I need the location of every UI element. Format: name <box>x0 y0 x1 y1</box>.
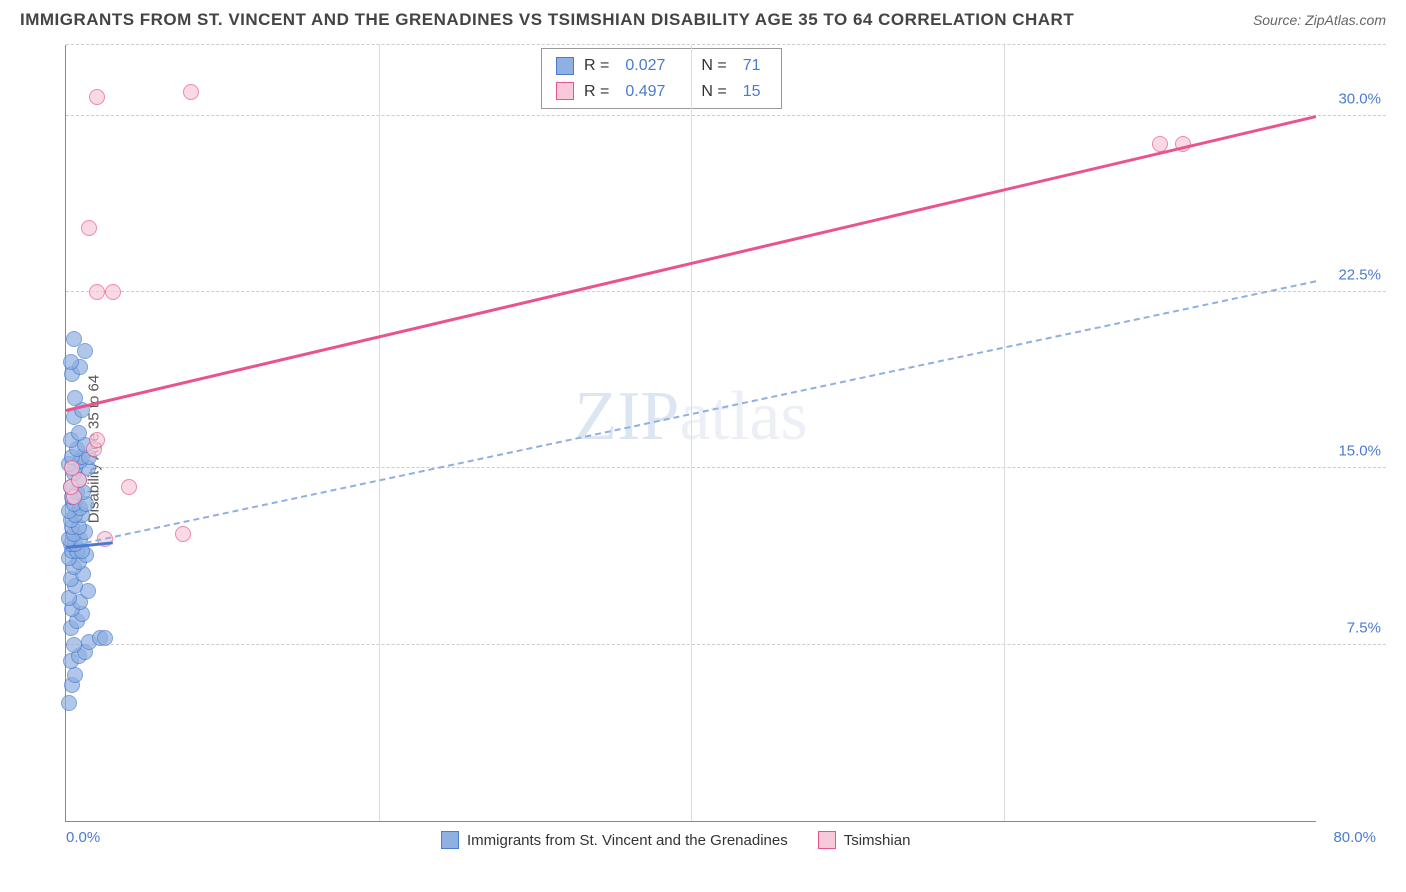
legend-n-label: N = <box>701 79 726 105</box>
legend-n-value: 15 <box>743 79 761 105</box>
legend-item: Immigrants from St. Vincent and the Gren… <box>441 831 788 849</box>
legend-r-value: 0.027 <box>625 53 665 79</box>
data-point <box>89 284 105 300</box>
data-point <box>183 84 199 100</box>
data-point <box>81 220 97 236</box>
y-tick-label: 7.5% <box>1347 619 1381 636</box>
data-point <box>61 695 77 711</box>
y-tick-label: 22.5% <box>1338 266 1381 283</box>
chart-container: Disability Age 35 to 64 ZIPatlas R =0.02… <box>50 45 1386 852</box>
data-point <box>67 390 83 406</box>
legend-row: R = 0.497 N = 15 <box>556 79 767 105</box>
legend-n-value: 71 <box>743 53 761 79</box>
y-tick-label: 30.0% <box>1338 90 1381 107</box>
data-point <box>67 667 83 683</box>
data-point <box>64 460 80 476</box>
gridline-h <box>66 44 1386 45</box>
legend-r-label: R = <box>584 53 609 79</box>
watermark-b: atlas <box>679 378 807 455</box>
plot-area: ZIPatlas R =0.027N =71R =0.497N =15 0.0%… <box>65 45 1316 822</box>
legend-row: R = 0.027 N = 71 <box>556 53 767 79</box>
data-point <box>121 479 137 495</box>
legend-swatch <box>556 82 574 100</box>
legend-n-label: N = <box>701 53 726 79</box>
gridline-h <box>66 291 1386 292</box>
gridline-v <box>379 45 380 821</box>
x-tick-right: 80.0% <box>1333 829 1376 846</box>
legend-label: Tsimshian <box>844 832 911 849</box>
legend-swatch <box>441 831 459 849</box>
data-point <box>66 331 82 347</box>
gridline-h <box>66 115 1386 116</box>
legend-label: Immigrants from St. Vincent and the Gren… <box>467 832 788 849</box>
legend-swatch <box>556 57 574 75</box>
data-point <box>97 630 113 646</box>
data-point <box>89 89 105 105</box>
data-point <box>66 637 82 653</box>
data-point <box>175 526 191 542</box>
data-point <box>77 343 93 359</box>
gridline-v <box>1004 45 1005 821</box>
legend-top: R = 0.027 N = 71 R = 0.497 N = 15 <box>541 48 782 109</box>
legend-r-label: R = <box>584 79 609 105</box>
data-point <box>89 432 105 448</box>
watermark-a: ZIP <box>574 378 679 455</box>
data-point <box>71 425 87 441</box>
y-tick-label: 15.0% <box>1338 443 1381 460</box>
x-tick-left: 0.0% <box>66 829 100 846</box>
gridline-h <box>66 644 1386 645</box>
legend-swatch <box>818 831 836 849</box>
gridline-v <box>691 45 692 821</box>
data-point <box>63 354 79 370</box>
legend-r-value: 0.497 <box>625 79 665 105</box>
gridline-h <box>66 467 1386 468</box>
source-label: Source: ZipAtlas.com <box>1253 12 1386 28</box>
legend-item: Tsimshian <box>818 831 911 849</box>
chart-title: IMMIGRANTS FROM ST. VINCENT AND THE GREN… <box>20 10 1074 30</box>
legend-bottom: Immigrants from St. Vincent and the Gren… <box>441 831 910 849</box>
data-point <box>105 284 121 300</box>
